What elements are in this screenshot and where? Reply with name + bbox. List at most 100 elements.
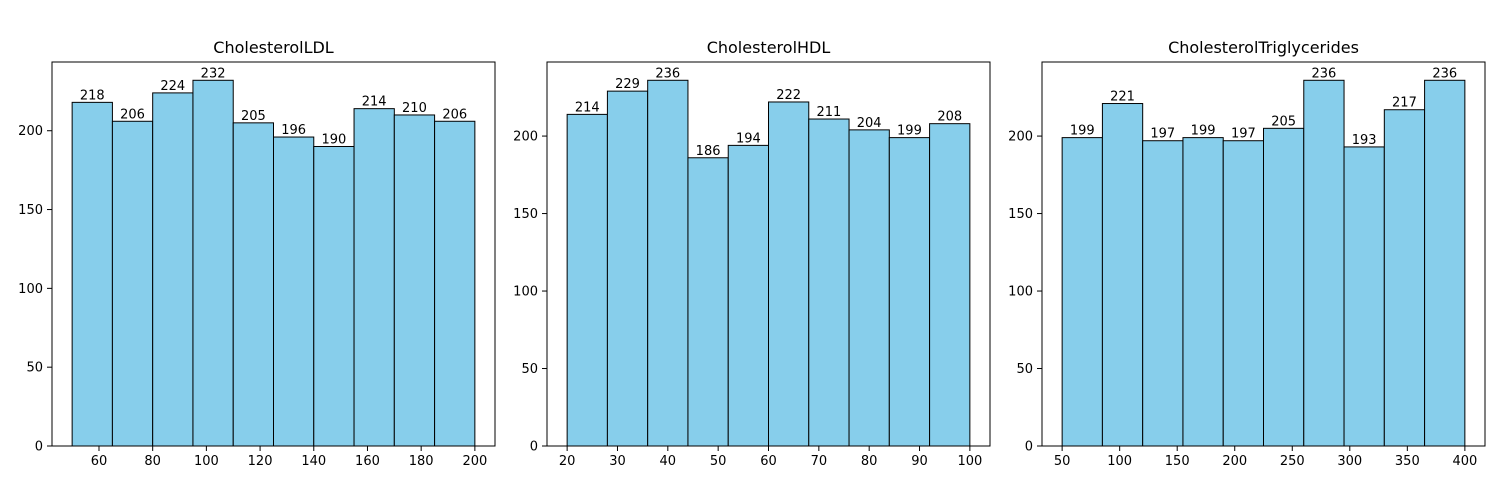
histogram-bar bbox=[1142, 140, 1184, 447]
data-label: 208 bbox=[937, 110, 962, 125]
x-tick-label: 250 bbox=[1280, 454, 1305, 469]
chart-panel-1: 218 206 224 232 205 196 190 214 210 206 60 80 100 120… bbox=[18, 38, 496, 469]
data-label: 205 bbox=[241, 109, 266, 124]
x-tick-label: 180 bbox=[409, 454, 434, 469]
data-label: 222 bbox=[776, 88, 801, 103]
y-tick-label: 100 bbox=[18, 282, 43, 297]
histogram-bar bbox=[1303, 79, 1345, 447]
data-label: 210 bbox=[402, 101, 427, 116]
y-tick-label: 50 bbox=[1016, 362, 1033, 377]
histogram-bar bbox=[1383, 109, 1426, 447]
data-label: 218 bbox=[80, 88, 105, 103]
histogram-bar bbox=[566, 113, 608, 447]
y-tick-label: 100 bbox=[513, 285, 538, 300]
x-tick-label: 40 bbox=[660, 454, 677, 469]
x-tick-label: 30 bbox=[609, 454, 626, 469]
x-tick-label: 60 bbox=[91, 454, 108, 469]
data-label: 236 bbox=[1311, 66, 1336, 81]
histogram-bar bbox=[434, 120, 476, 447]
data-label: 190 bbox=[321, 132, 346, 147]
histogram-bar bbox=[1182, 137, 1224, 447]
x-tick-label: 100 bbox=[194, 454, 219, 469]
histogram-bar bbox=[192, 79, 234, 447]
x-tick-label: 400 bbox=[1452, 454, 1477, 469]
histogram-bar bbox=[888, 137, 931, 447]
data-label: 193 bbox=[1352, 133, 1377, 148]
chart-panel-2: 214 229 236 186 194 222 211 204 199 208 20 30 40 50 60… bbox=[513, 38, 991, 469]
histogram-bar bbox=[1222, 140, 1265, 447]
x-tick-label: 20 bbox=[559, 454, 576, 469]
y-tick-label: 150 bbox=[18, 203, 43, 218]
histogram-bar bbox=[393, 114, 436, 447]
y-tick-label: 150 bbox=[513, 207, 538, 222]
data-label: 214 bbox=[362, 95, 387, 110]
y-tick-label: 50 bbox=[26, 361, 43, 376]
histogram-bar bbox=[71, 101, 113, 447]
y-tick-label: 200 bbox=[18, 124, 43, 139]
data-label: 211 bbox=[816, 105, 841, 120]
x-tick-label: 50 bbox=[710, 454, 727, 469]
x-tick-label: 80 bbox=[144, 454, 161, 469]
x-tick-label: 150 bbox=[1165, 454, 1190, 469]
data-label: 199 bbox=[897, 124, 922, 139]
y-tick-label: 50 bbox=[521, 362, 538, 377]
histogram-bar bbox=[152, 92, 194, 447]
histogram-bar bbox=[727, 144, 770, 447]
axes-frame bbox=[51, 61, 496, 447]
data-label: 199 bbox=[1191, 124, 1216, 139]
x-tick-label: 90 bbox=[911, 454, 928, 469]
x-tick-label: 200 bbox=[1222, 454, 1247, 469]
x-tick-label: 100 bbox=[957, 454, 982, 469]
data-label: 236 bbox=[655, 66, 680, 81]
histogram-bar bbox=[606, 90, 649, 447]
data-label: 194 bbox=[736, 131, 761, 146]
x-tick-label: 120 bbox=[248, 454, 273, 469]
histogram-bar bbox=[1424, 79, 1466, 447]
data-label: 197 bbox=[1231, 127, 1256, 142]
data-label: 221 bbox=[1110, 90, 1135, 105]
histogram-bar bbox=[768, 101, 810, 447]
x-tick-label: 80 bbox=[861, 454, 878, 469]
histogram-bar bbox=[848, 129, 890, 447]
y-tick-label: 100 bbox=[1008, 285, 1033, 300]
y-tick-label: 150 bbox=[1008, 207, 1033, 222]
histogram-bar bbox=[929, 123, 971, 447]
x-tick-label: 300 bbox=[1337, 454, 1362, 469]
y-tick-label: 0 bbox=[1025, 440, 1033, 455]
data-label: 232 bbox=[201, 66, 226, 81]
x-tick-label: 50 bbox=[1054, 454, 1071, 469]
histogram-bar bbox=[647, 79, 689, 447]
x-tick-label: 100 bbox=[1107, 454, 1132, 469]
data-label: 196 bbox=[281, 123, 306, 138]
chart-title: CholesterolHDL bbox=[707, 38, 831, 57]
data-label: 205 bbox=[1271, 114, 1296, 129]
histogram-bar bbox=[687, 157, 729, 447]
x-tick-label: 60 bbox=[760, 454, 777, 469]
x-tick-label: 350 bbox=[1395, 454, 1420, 469]
data-label: 236 bbox=[1432, 66, 1457, 81]
data-label: 199 bbox=[1070, 124, 1095, 139]
histogram-bar bbox=[1101, 103, 1144, 447]
data-label: 206 bbox=[442, 107, 467, 122]
histogram-bar bbox=[808, 118, 850, 447]
chart-title: CholesterolTriglycerides bbox=[1168, 38, 1359, 57]
histogram-bar bbox=[1061, 137, 1103, 447]
histogram-bar bbox=[1343, 146, 1385, 447]
data-label: 224 bbox=[160, 79, 185, 94]
histogram-bar bbox=[353, 108, 395, 447]
data-label: 197 bbox=[1150, 127, 1175, 142]
chart-panel-3: 199 221 197 199 197 205 236 193 217 236 50 100 150 20… bbox=[1008, 38, 1486, 469]
data-label: 214 bbox=[575, 100, 600, 115]
x-tick-label: 70 bbox=[811, 454, 828, 469]
data-label: 229 bbox=[615, 77, 640, 92]
x-tick-label: 140 bbox=[301, 454, 326, 469]
histogram-bar bbox=[232, 122, 275, 447]
x-tick-label: 200 bbox=[462, 454, 487, 469]
y-tick-label: 0 bbox=[530, 440, 538, 455]
chart-title: CholesterolLDL bbox=[213, 38, 334, 57]
data-label: 206 bbox=[120, 107, 145, 122]
y-tick-label: 200 bbox=[1008, 130, 1033, 145]
histogram-bar bbox=[313, 145, 355, 447]
histogram-bar bbox=[273, 136, 315, 447]
